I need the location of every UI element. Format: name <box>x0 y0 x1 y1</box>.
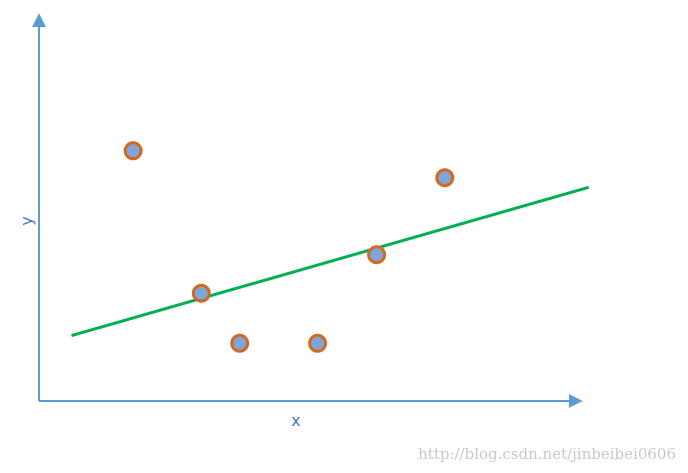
watermark: http://blog.csdn.net/jinbeibei0606 <box>418 445 676 463</box>
data-point <box>308 333 328 353</box>
data-points <box>123 141 455 353</box>
y-axis-label: y <box>17 216 36 225</box>
data-point <box>191 283 211 303</box>
data-point <box>435 168 455 188</box>
x-axis-label: x <box>291 411 300 430</box>
data-point <box>230 333 250 353</box>
data-point <box>123 141 143 161</box>
data-point <box>367 245 387 265</box>
regression-line <box>71 185 590 338</box>
